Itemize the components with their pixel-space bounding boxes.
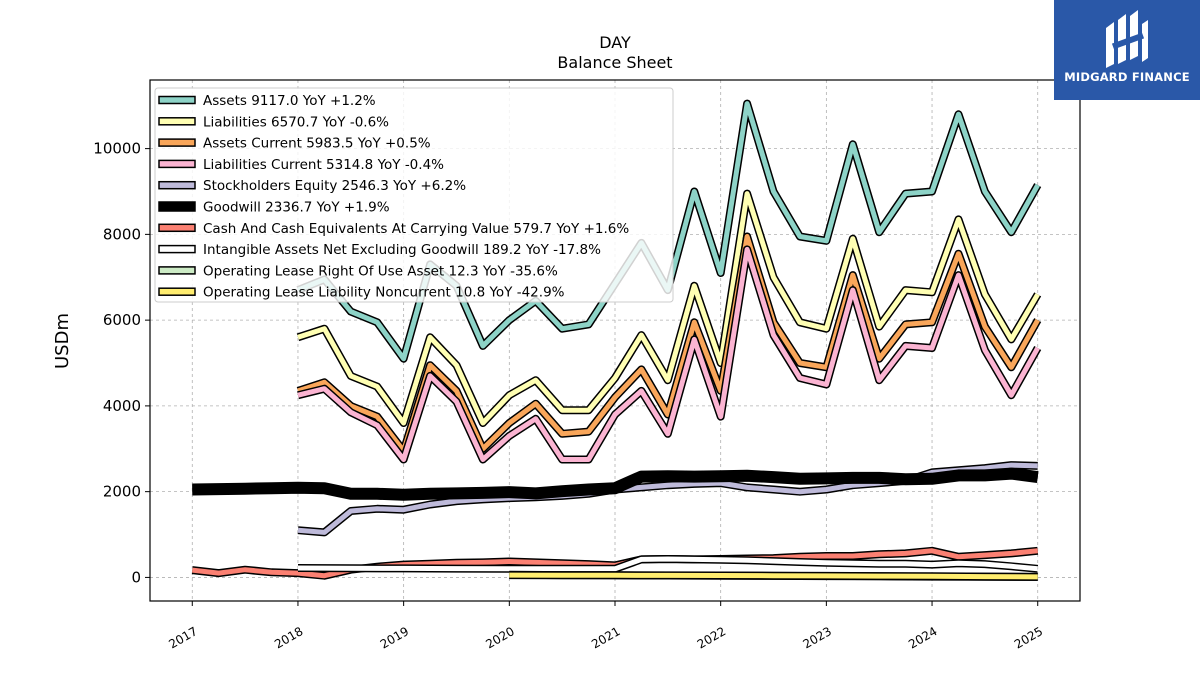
legend-box [154,87,674,303]
legend-swatch-6 [158,223,196,233]
series-line-7 [297,556,1038,572]
legend: Assets 9117.0 YoY +1.2% Liabilities 6570.… [154,87,674,303]
legend-swatch-7 [158,244,196,254]
legend-swatch-9 [158,287,196,296]
chart-title: DAY [599,33,631,52]
x-tick-label: 2025 [1012,624,1045,651]
series-line-1 [297,191,1040,426]
y-tick-label: 10000 [93,140,141,158]
y-axis-label: USDm [52,313,73,369]
legend-label-0: Assets 9117.0 YoY +1.2% [203,93,376,109]
x-tick-label: 2018 [272,624,305,651]
series-line-9 [509,572,1038,580]
legend-swatch-5 [158,201,196,212]
legend-label-9: Operating Lease Liability Noncurrent 10.… [203,285,565,301]
y-tick-label: 6000 [103,311,141,329]
chart-subtitle: Balance Sheet [557,53,672,72]
y-tick-label: 4000 [103,397,141,415]
x-tick-label: 2019 [378,624,411,651]
x-tick-label: 2017 [166,624,199,651]
legend-label-1: Liabilities 6570.7 YoY -0.6% [203,114,389,130]
x-tick-label: 2020 [483,624,516,651]
y-tick-label: 8000 [103,225,141,243]
legend-swatch-1 [158,117,196,126]
series-line-3 [297,246,1040,462]
brand-logo: MIDGARD FINANCE [1054,0,1200,100]
legend-label-6: Cash And Cash Equivalents At Carrying Va… [203,221,629,237]
brand-name: MIDGARD FINANCE [1064,70,1190,84]
legend-swatch-2 [158,138,196,147]
legend-label-5: Goodwill 2336.7 YoY +1.9% [203,200,390,216]
legend-label-7: Intangible Assets Net Excluding Goodwill… [203,242,601,258]
x-tick-label: 2022 [695,624,728,651]
legend-swatch-0 [158,95,196,105]
midgard-logo-icon [1106,10,1148,68]
legend-label-3: Liabilities Current 5314.8 YoY -0.4% [203,157,444,173]
legend-swatch-3 [158,159,196,169]
y-tick-label: 2000 [103,483,141,501]
x-tick-label: 2021 [589,624,622,651]
legend-swatch-8 [158,266,196,275]
x-tick-label: 2024 [906,624,939,651]
series-line-5 [192,469,1039,500]
legend-swatch-4 [158,180,196,190]
y-tick-label: 0 [131,568,141,586]
legend-label-2: Assets Current 5983.5 YoY +0.5% [203,136,431,152]
x-tick-label: 2023 [800,624,833,651]
legend-label-4: Stockholders Equity 2546.3 YoY +6.2% [203,178,466,194]
legend-label-8: Operating Lease Right Of Use Asset 12.3 … [203,263,558,279]
